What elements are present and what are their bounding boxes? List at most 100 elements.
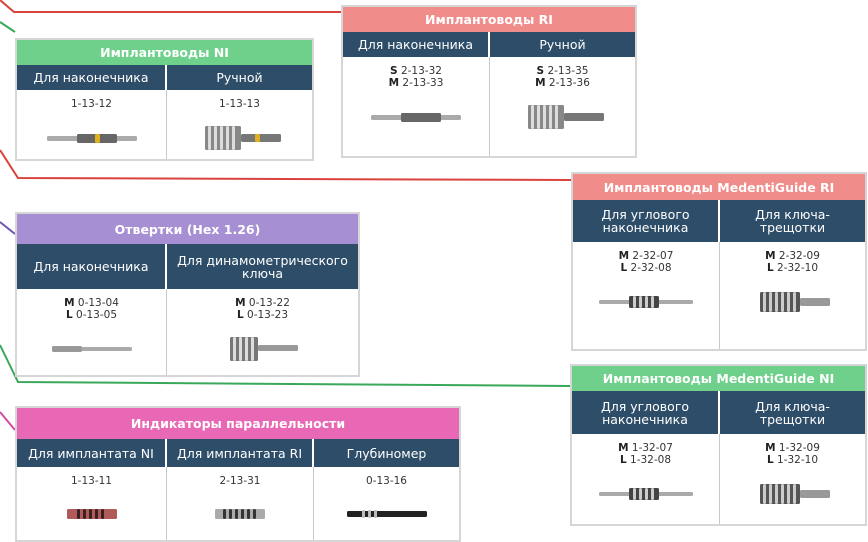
instrument-part [82,509,86,519]
code-number: 2-32-10 [777,262,819,274]
article-code: M 2-13-36 [535,77,590,89]
instrument-part [215,509,265,519]
instrument-image [229,337,298,361]
code-number: 2-13-33 [402,77,444,89]
column-cell: S 2-13-35 M 2-13-36 [490,57,635,156]
instrument-part [792,292,796,312]
panel: Имплантоводы NI Для наконечника Ручной 1-13… [15,38,314,161]
instrument-part [563,113,604,121]
instrument-part [645,296,648,308]
instrument-part [207,126,211,150]
instrument-part [219,126,223,150]
column-body-row: S 2-13-32 M 2-13-33 S 2-13-35 M 2-13-36 [343,57,635,156]
article-code: L 2-32-10 [767,262,818,274]
panel: Имплантоводы MedentiGuide RI Для углового… [571,172,867,351]
instrument-part [762,292,766,312]
code-number: 0-13-23 [247,309,289,321]
column-header-row: Для наконечника Ручной [343,32,635,57]
instrument-part [240,134,281,142]
size-label: M [64,297,75,309]
column-header: Для имплантата RI [167,439,314,467]
instrument-image [346,510,427,518]
article-code: M 0-13-22 [235,297,290,309]
instrument-part [651,296,654,308]
column-header: Глубиномер [314,439,459,467]
column-cell: 2-13-31 [167,467,314,540]
column-body-row: M 0-13-04 L 0-13-05 M 0-13-22 L 0-13-23 [17,289,358,375]
instrument-image [66,509,117,519]
code-number: 0-13-05 [76,309,118,321]
article-code: L 1-32-10 [767,454,818,466]
code-number: 1-13-12 [71,98,112,110]
connector [0,0,341,13]
connector [0,411,16,431]
code-number: 0-13-16 [366,475,407,487]
instrument-part [548,105,552,129]
column-header: Для углового наконечника [572,391,720,434]
column-body-row: 1-13-11 2-13-31 0-13-16 [17,467,459,540]
instrument-part [774,292,778,312]
size-label: L [766,454,774,466]
column-header-row: Для углового наконечника Для ключа-трещот… [573,200,865,242]
code-number: 2-32-07 [632,250,674,262]
code-number: 2-13-31 [219,475,261,487]
size-label: M [765,442,776,454]
size-label: L [65,309,73,321]
instrument-part [76,509,80,519]
size-label: M [235,297,246,309]
instrument-part [250,337,254,361]
instrument-part [235,509,238,519]
column-header: Для ключа-трещотки [720,391,865,434]
instrument-image [46,134,137,143]
article-code: M 1-32-07 [618,442,673,454]
instrument-part [650,488,654,500]
article-code: S 2-13-35 [537,65,589,77]
article-code: L 2-32-08 [620,262,671,274]
instrument-part [94,134,100,143]
connector [0,344,571,387]
column-body-row: M 1-32-07 L 1-32-08 M 1-32-09 L 1-32-10 [572,434,865,524]
instrument-part [100,509,104,519]
instrument-part [254,134,260,142]
instrument-part [632,488,636,500]
instrument-part [373,510,377,518]
instrument-part [780,484,784,504]
instrument-image [599,296,693,308]
column-cell: M 1-32-07 L 1-32-08 [572,434,720,524]
instrument-image [759,484,830,504]
article-code: 1-13-12 [71,98,112,110]
article-code: M 1-32-09 [765,442,820,454]
column-cell: 1-13-13 [167,90,312,159]
connector [0,149,572,181]
column-cell: 1-13-12 [17,90,167,159]
code-number: 1-32-09 [778,442,820,454]
instrument-part [213,126,217,150]
column-header-row: Для углового наконечника Для ключа-трещот… [572,391,865,434]
column-cell: M 2-32-09 L 2-32-10 [720,242,865,349]
size-label: S [536,65,545,77]
instrument-part [799,490,830,498]
column-cell: 0-13-16 [314,467,459,540]
instrument-image [598,488,693,500]
instrument-part [792,484,796,504]
instrument-part [780,292,784,312]
instrument-part [638,488,642,500]
instrument-image [527,105,604,129]
article-code: M 2-32-07 [619,250,674,262]
instrument-part [257,345,298,351]
code-number: 2-13-35 [547,65,589,77]
instrument-part [238,337,242,361]
code-number: 1-13-13 [219,98,260,110]
article-code: L 0-13-23 [237,309,288,321]
instrument-part [786,484,790,504]
panel-title: Имплантоводы MedentiGuide RI [573,174,865,200]
column-cell: S 2-13-32 M 2-13-33 [343,57,490,156]
article-code: M 0-13-04 [64,297,119,309]
instrument-image [759,292,830,312]
column-header-row: Для наконечника Ручной [17,65,312,90]
column-header-row: Для имплантата NI Для имплантата RI Глубин… [17,439,459,467]
instrument-part [223,509,226,519]
connector [0,221,16,235]
code-number: 1-13-11 [71,475,112,487]
panel-title: Отвертки (Hex 1.26) [17,214,358,244]
